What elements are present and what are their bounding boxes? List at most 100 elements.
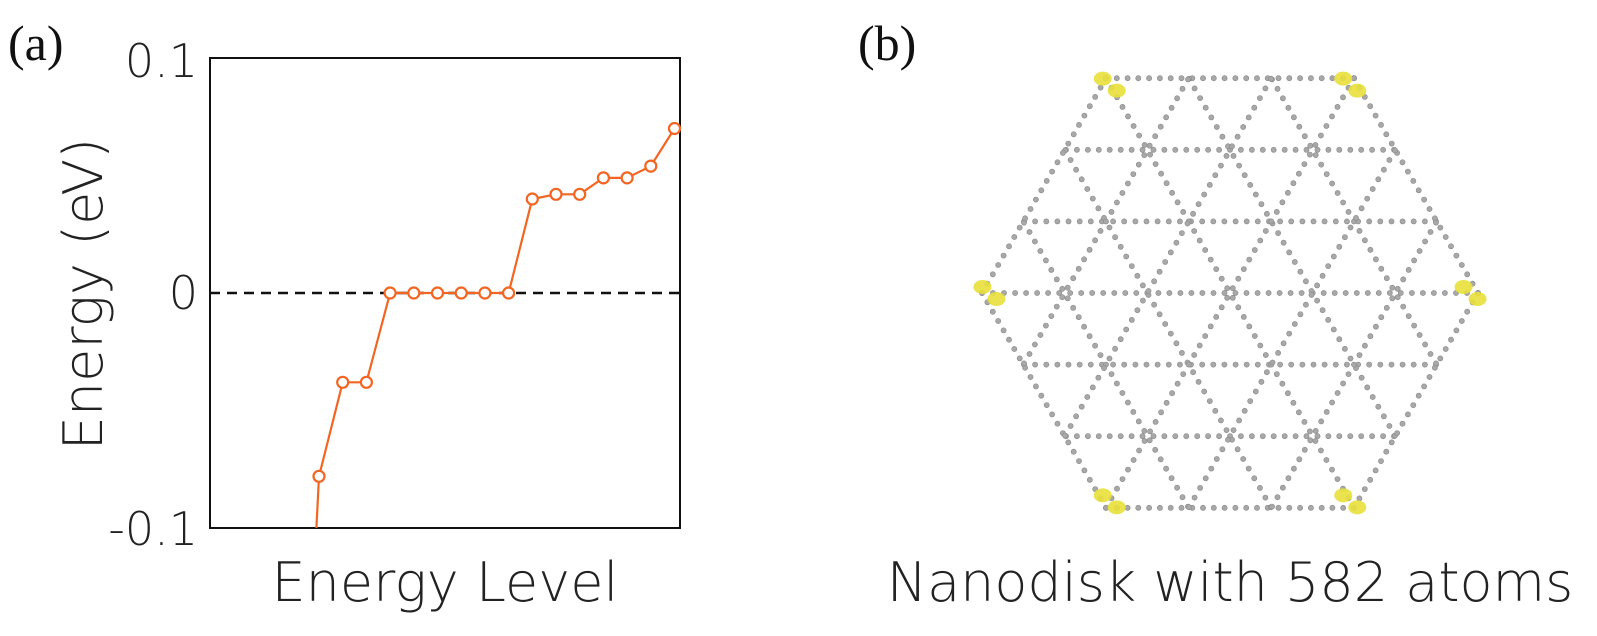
atom (1263, 210, 1270, 217)
atom (1306, 428, 1313, 435)
atom (1317, 132, 1324, 139)
atom (1207, 323, 1214, 330)
atom (1252, 388, 1259, 395)
atom (1190, 210, 1196, 217)
atom (1268, 218, 1275, 225)
data-point (454, 286, 468, 300)
atom (1280, 340, 1287, 347)
atom (1124, 180, 1131, 187)
atom (1421, 361, 1428, 368)
atom (1196, 342, 1203, 349)
atom (1206, 398, 1213, 404)
y-tick-label: -0.1 (108, 502, 198, 556)
atom (1415, 392, 1422, 399)
atom (1067, 157, 1074, 163)
atom (1156, 75, 1163, 82)
atom (1027, 206, 1034, 212)
nanodisk-lattice-image (973, 71, 1487, 515)
atom (1110, 361, 1116, 368)
atom (1110, 218, 1116, 225)
atom (1213, 266, 1220, 272)
atom (1442, 290, 1448, 296)
atom (1059, 285, 1066, 292)
atom (1152, 161, 1159, 167)
atom (1064, 284, 1071, 291)
atom (1221, 218, 1228, 225)
atom (1076, 361, 1083, 368)
atom (1301, 418, 1308, 425)
atom (1258, 201, 1265, 208)
atom (1054, 420, 1061, 427)
atom (1375, 176, 1382, 183)
atom (1117, 146, 1124, 153)
atom (1218, 275, 1225, 282)
data-point (336, 375, 350, 389)
atom (1426, 374, 1433, 380)
atom (1101, 365, 1107, 371)
atom (1336, 243, 1343, 250)
atom (1340, 199, 1346, 206)
atom (1180, 371, 1187, 377)
atom (1121, 361, 1128, 368)
atom (1135, 504, 1142, 511)
edge-state-lobe (973, 280, 992, 294)
edge-state-lobe (987, 292, 1006, 306)
atom (1152, 446, 1159, 453)
atom (1372, 323, 1379, 330)
atom (1073, 413, 1079, 420)
atom (1245, 465, 1252, 472)
atom (1367, 103, 1374, 110)
atom (1345, 371, 1352, 377)
atom (1135, 161, 1142, 168)
atom (1464, 308, 1471, 315)
atom (1146, 437, 1153, 444)
atom (1113, 199, 1120, 206)
atom (1054, 159, 1061, 166)
atom (1243, 218, 1250, 225)
atom (1070, 304, 1077, 311)
atom (1132, 218, 1139, 225)
atom (1221, 361, 1228, 368)
atom (1161, 433, 1168, 440)
atom (1329, 466, 1335, 473)
atom (1312, 142, 1319, 148)
atom (1364, 290, 1371, 296)
atom (1254, 290, 1261, 296)
atom (1165, 218, 1172, 225)
atom (1372, 112, 1379, 119)
atom (1081, 256, 1087, 263)
atom (1056, 290, 1063, 296)
atom (1431, 364, 1438, 371)
atom (1190, 369, 1196, 376)
atom (1076, 122, 1082, 128)
atom (1291, 259, 1298, 265)
atom (1195, 201, 1202, 208)
atom (989, 271, 996, 278)
atom (1262, 494, 1269, 501)
atom (1081, 323, 1087, 330)
atom (1232, 218, 1239, 225)
atom (1078, 290, 1085, 296)
atom (1108, 208, 1115, 215)
atom (1212, 407, 1219, 414)
atom (1112, 345, 1118, 352)
atom (1119, 476, 1126, 482)
atom (1453, 252, 1460, 259)
atom (1399, 218, 1406, 225)
atom (1241, 172, 1248, 179)
data-point (525, 192, 539, 206)
atom (1347, 433, 1354, 440)
atom (1274, 85, 1281, 92)
atom (1340, 94, 1346, 101)
atom (1084, 186, 1091, 192)
atom (1146, 142, 1153, 149)
atom (1199, 290, 1206, 296)
atom (1392, 147, 1398, 154)
atom (1163, 114, 1169, 121)
atom (1219, 446, 1226, 453)
atom (1155, 290, 1162, 296)
atom (1276, 290, 1283, 296)
atom (1375, 290, 1382, 296)
atom (1265, 290, 1272, 296)
atom (1399, 420, 1406, 427)
